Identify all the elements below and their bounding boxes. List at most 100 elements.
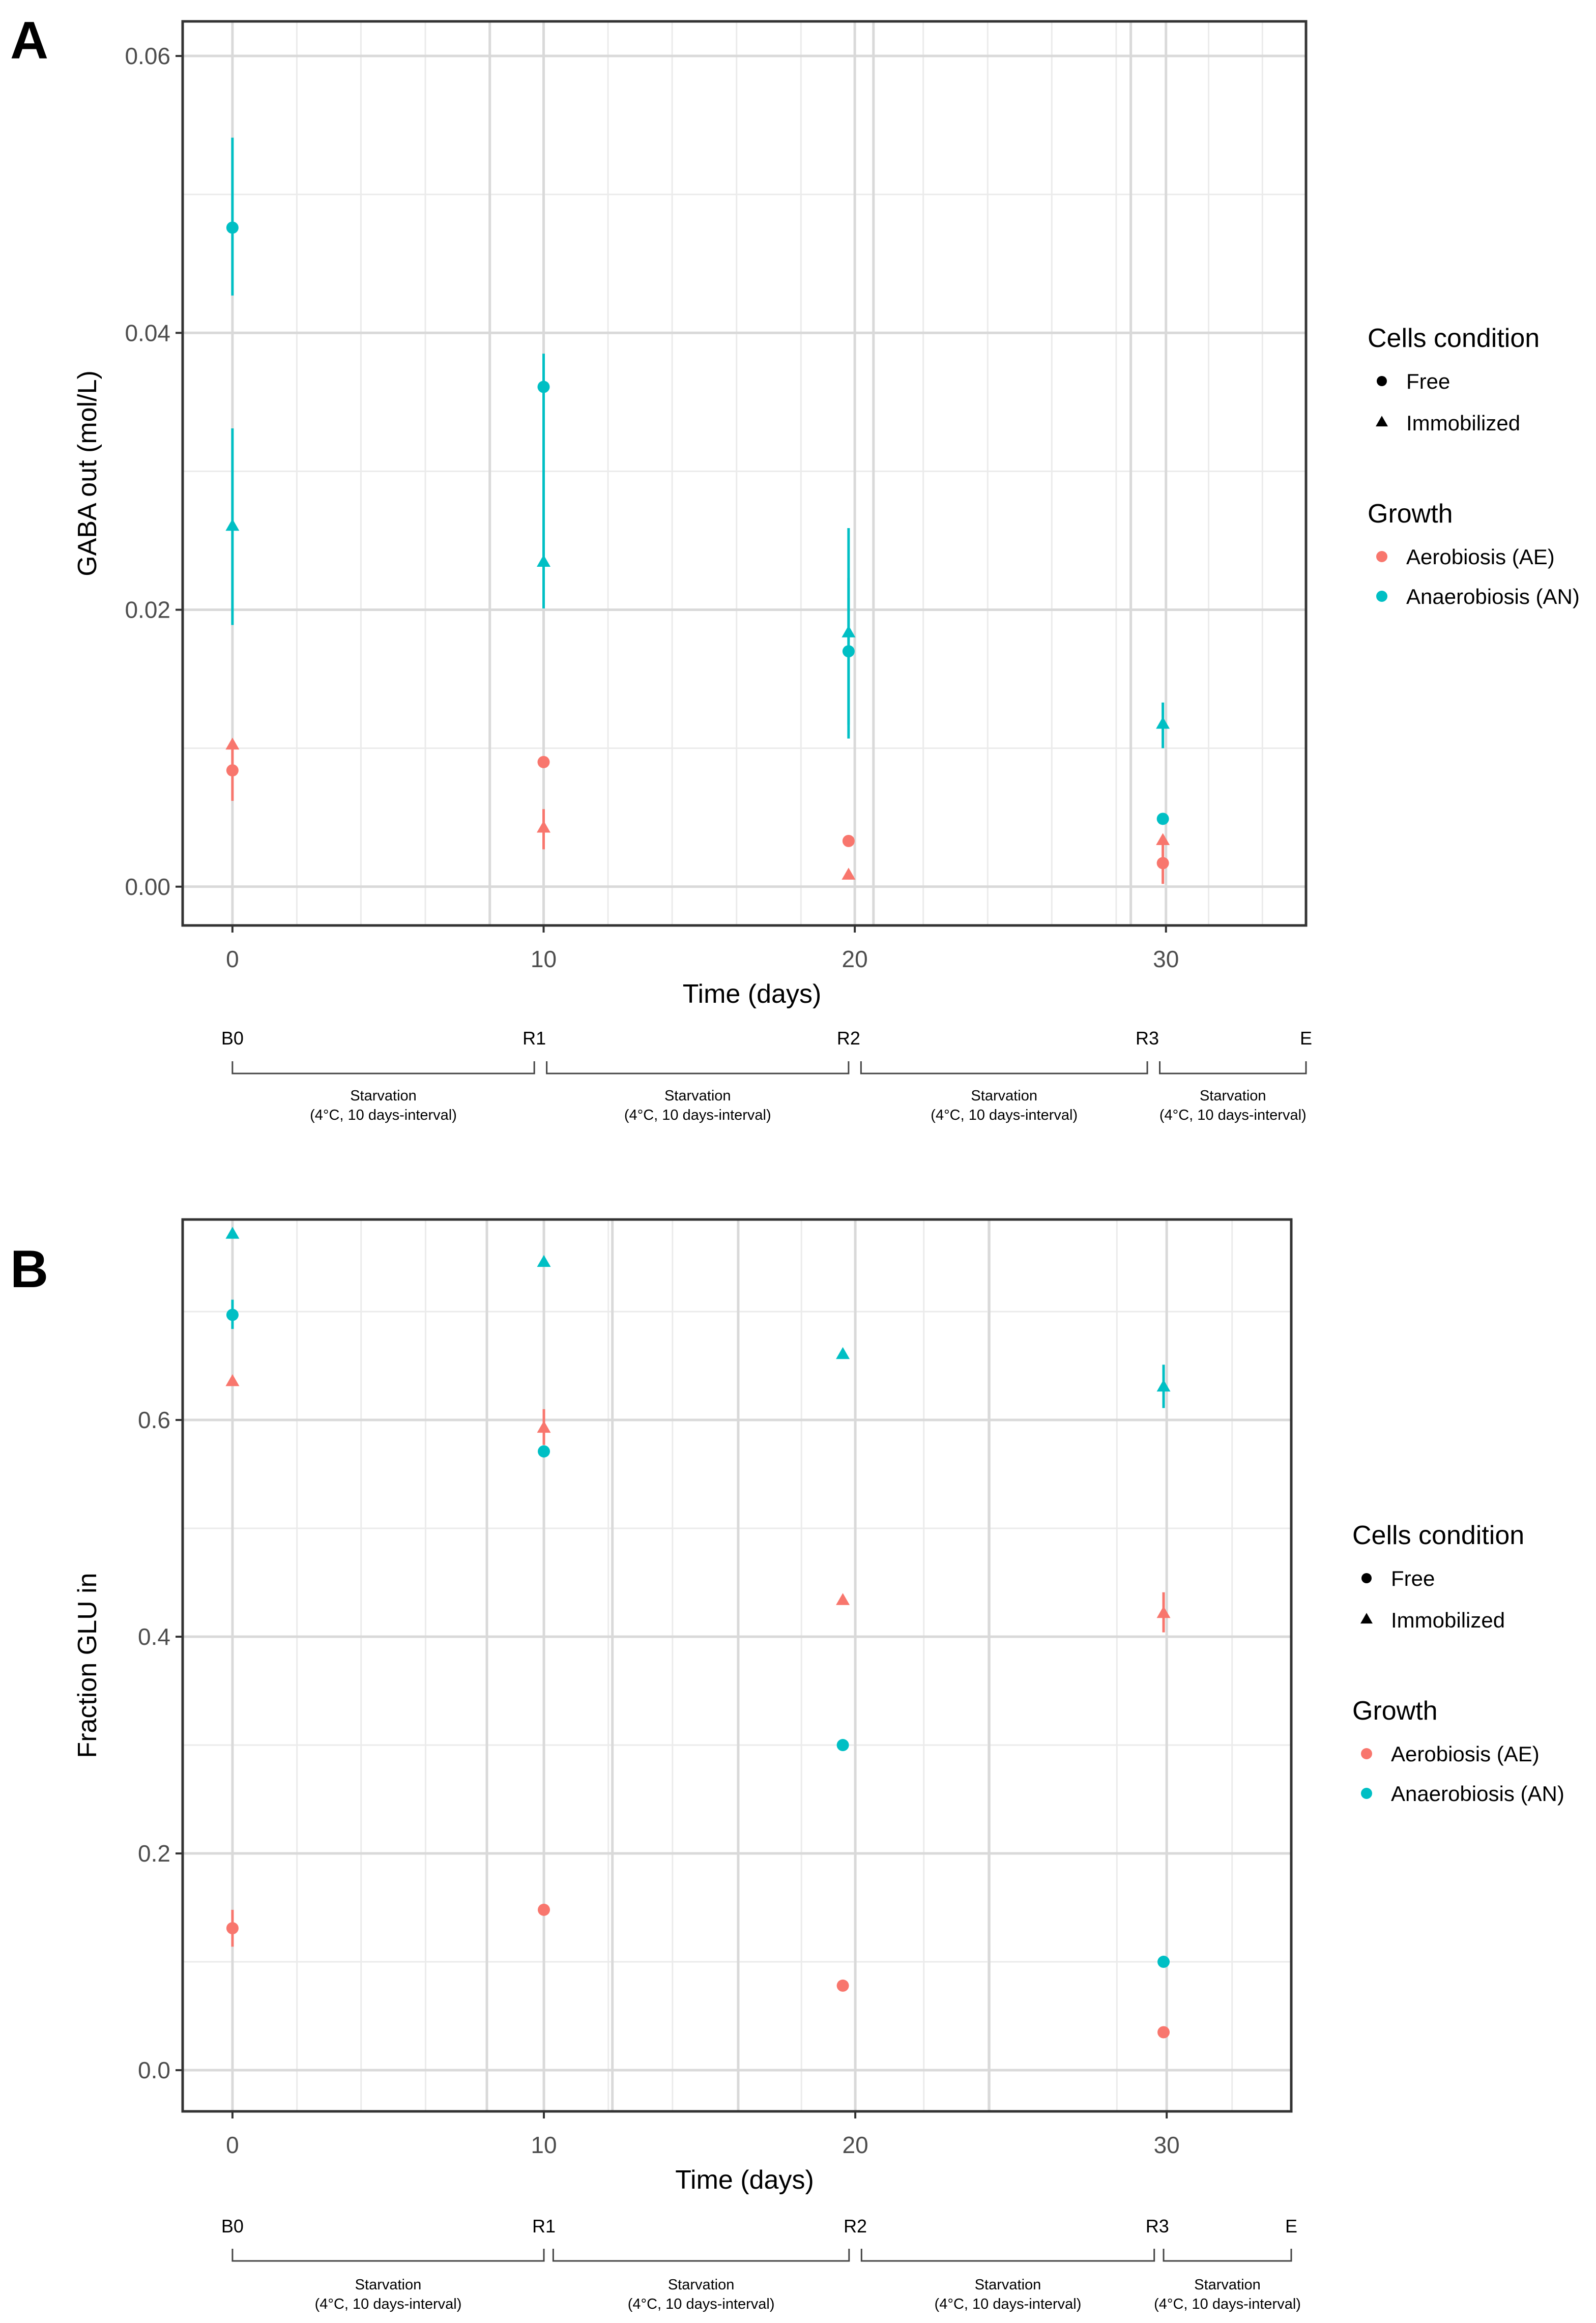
timeline-marker: R2 (844, 2216, 867, 2237)
timeline-interval-sublabel: (4°C, 10 days-interval) (931, 1107, 1078, 1123)
data-point (842, 835, 855, 848)
data-point (1156, 857, 1169, 869)
data-point (1156, 812, 1169, 825)
timeline-interval-label: Starvation (355, 2277, 422, 2293)
legend-key-color (1361, 1788, 1372, 1799)
y-tick-label: 0.4 (138, 1623, 170, 1650)
y-tick-label: 0.00 (125, 874, 170, 900)
data-point (226, 1922, 239, 1935)
data-point (537, 1255, 551, 1267)
timeline-interval-label: Starvation (668, 2277, 735, 2293)
axes: 0 10 20 30 0.00 0.02 0.04 0.06 Time (days) GABA o… (73, 43, 1179, 1009)
data-point (836, 1979, 849, 1992)
data-point (226, 1309, 239, 1321)
data-point (836, 1739, 849, 1752)
timeline-bracket (1159, 1061, 1307, 1075)
x-tick-label: 30 (1153, 946, 1179, 972)
gridlines (183, 21, 1306, 925)
data-point (538, 1903, 550, 1916)
x-tick-label: 10 (531, 2132, 557, 2158)
x-tick-label: 20 (842, 946, 868, 972)
timeline-marker: E (1285, 2216, 1297, 2237)
timeline-bracket (552, 2249, 850, 2262)
data-point (841, 867, 856, 880)
plot-border (181, 20, 1308, 927)
legend-color-item: Anaerobiosis (AN) (1406, 585, 1580, 608)
data-point (836, 1593, 850, 1605)
timeline-interval-label: Starvation (971, 1088, 1037, 1104)
timeline-interval-sublabel: (4°C, 10 days-interval) (628, 2296, 775, 2312)
data-point (841, 625, 856, 637)
data-point (225, 737, 240, 750)
timeline-interval-sublabel: (4°C, 10 days-interval) (310, 1107, 457, 1123)
legend-shape-item: Free (1391, 1566, 1435, 1590)
x-tick-label: 0 (226, 2132, 239, 2158)
timeline: B0 R1 R2 R3 E Starvation (4°C, 10 days-interva… (221, 1028, 1312, 1123)
timeline-interval-sublabel: (4°C, 10 days-interval) (1159, 1107, 1307, 1123)
legend-shape-item: Immobilized (1406, 411, 1520, 435)
timeline-interval-label: Starvation (350, 1088, 417, 1104)
panel-label: B (10, 1240, 48, 1299)
data-layer (225, 137, 1170, 884)
legend: Cells condition Free Immobilized Growth Aero… (1368, 324, 1580, 608)
data-layer (225, 1227, 1171, 2039)
timeline-marker: R3 (1146, 2216, 1169, 2237)
y-tick-label: 0.06 (125, 43, 170, 69)
timeline-interval-label: Starvation (1194, 2277, 1261, 2293)
timeline-marker: B0 (221, 1028, 244, 1049)
timeline-interval-label: Starvation (664, 1088, 731, 1104)
data-point (1156, 833, 1170, 845)
x-tick-label: 30 (1154, 2132, 1180, 2158)
data-point (226, 221, 239, 234)
data-point (538, 1445, 550, 1458)
x-tick-label: 0 (226, 946, 239, 972)
timeline-bracket (1163, 2249, 1292, 2262)
legend-key-circle (1377, 376, 1387, 386)
legend-key-triangle (1360, 1613, 1373, 1624)
series-circle-ae (226, 740, 1169, 884)
timeline-bracket (546, 1061, 850, 1075)
y-tick-label: 0.0 (138, 2057, 170, 2083)
legend-key-circle (1361, 1573, 1372, 1583)
legend-color-item: Aerobiosis (AE) (1391, 1742, 1540, 1766)
x-axis-title: Time (days) (675, 2165, 814, 2195)
legend-key-triangle (1376, 416, 1388, 427)
series-triangle-an (225, 1227, 1171, 1408)
y-tick-label: 0.04 (125, 320, 170, 346)
x-tick-label: 20 (843, 2132, 868, 2158)
x-axis-title: Time (days) (683, 979, 822, 1009)
data-point (1157, 2026, 1170, 2039)
legend-color-item: Aerobiosis (AE) (1406, 545, 1555, 569)
legend-shape-item: Free (1406, 369, 1450, 393)
timeline-bracket (231, 2249, 545, 2262)
data-point (536, 821, 550, 833)
data-point (1157, 1956, 1170, 1968)
legend-key-color (1376, 591, 1387, 602)
timeline-marker: R1 (523, 1028, 546, 1049)
plot-border (181, 1218, 1293, 2113)
data-point (1156, 1379, 1171, 1392)
legend-shape-item: Immobilized (1391, 1608, 1505, 1632)
data-point (226, 764, 239, 777)
y-tick-label: 0.2 (138, 1840, 170, 1867)
timeline-marker: R2 (837, 1028, 860, 1049)
data-point (225, 1227, 240, 1239)
plot-area (183, 21, 1306, 925)
y-axis-title: Fraction GLU in (73, 1573, 102, 1758)
timeline-marker: B0 (221, 2216, 244, 2237)
legend-color-title: Growth (1352, 1696, 1438, 1726)
data-point (1156, 716, 1170, 729)
series-circle-ae (226, 1903, 1170, 2039)
legend-color-item: Anaerobiosis (AN) (1391, 1782, 1564, 1806)
timeline-interval-sublabel: (4°C, 10 days-interval) (1154, 2296, 1301, 2312)
panel-a: A 0 10 20 30 0.00 0.02 0.04 0.06 Time (days) GABA … (10, 11, 1580, 1123)
legend-color-title: Growth (1368, 499, 1453, 529)
timeline-marker: R1 (532, 2216, 556, 2237)
y-axis-title: GABA out (mol/L) (73, 370, 102, 576)
series-triangle-ae (225, 737, 1170, 880)
axes: 0 10 20 30 0.0 0.2 0.4 0.6 Time (days) Fraction G… (73, 1407, 1180, 2195)
legend-key-color (1376, 551, 1387, 562)
data-point (1156, 1606, 1171, 1618)
